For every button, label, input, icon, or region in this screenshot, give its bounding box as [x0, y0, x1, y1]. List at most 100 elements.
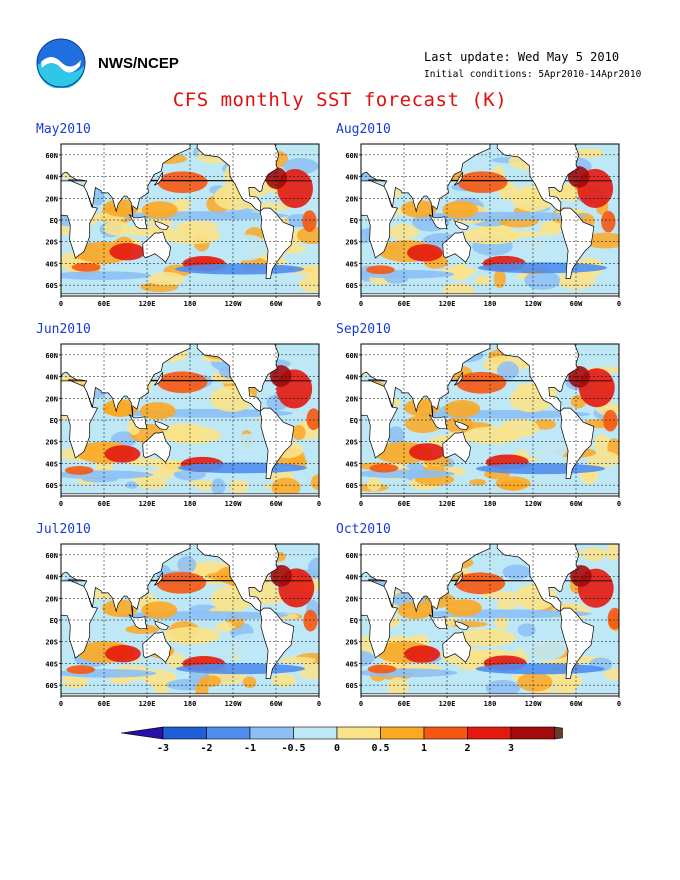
- colorbar-arrow-min: [120, 726, 164, 740]
- lon-tick-label: 60E: [398, 700, 411, 708]
- colorbar-tick-label: -3: [157, 743, 169, 754]
- colorbar-segment: [206, 726, 251, 740]
- anomaly-patch: [61, 271, 152, 280]
- lat-tick-label: 40S: [345, 260, 358, 268]
- panel-month-label: May2010: [36, 122, 91, 137]
- anomaly-patch: [141, 201, 178, 219]
- landmass: [428, 214, 448, 230]
- landmass: [559, 407, 595, 479]
- last-update-text: Last update: Wed May 5 2010: [424, 50, 620, 64]
- lon-tick-label: 0: [617, 300, 621, 308]
- lon-tick-label: 180: [184, 300, 197, 308]
- anomaly-patch: [387, 426, 405, 445]
- anomaly-patch: [522, 235, 566, 262]
- anomaly-patch: [199, 675, 222, 687]
- anomaly-patch: [573, 148, 604, 158]
- lon-tick-label: 120E: [139, 300, 156, 308]
- anomaly-patch: [155, 571, 207, 594]
- lon-tick-label: 0: [359, 500, 363, 508]
- lat-tick-label: 40N: [45, 574, 58, 582]
- sst-anomaly-map: 60N 40N 20N EQ 20S 40S 60S 0 60E 120E 180 120W 60W 0: [45, 543, 321, 708]
- lat-tick-label: 20S: [45, 239, 58, 247]
- panel-month-label: Jul2010: [36, 522, 91, 537]
- agency-name: NWS/NCEP: [98, 55, 179, 72]
- lat-tick-label: 20N: [45, 395, 58, 403]
- lat-tick-label: 20N: [345, 595, 358, 603]
- lat-tick-label: 60N: [345, 552, 358, 560]
- lon-tick-label: 0: [617, 500, 621, 508]
- anomaly-patch: [493, 269, 506, 289]
- anomaly-patch: [442, 283, 475, 296]
- lat-tick-label: 40N: [345, 174, 358, 182]
- lon-tick-label: 180: [484, 500, 497, 508]
- anomaly-patch: [226, 433, 270, 460]
- lat-tick-label: 20S: [345, 639, 358, 647]
- lon-tick-label: 0: [317, 700, 321, 708]
- colorbar-legend: -3 -2 -1 -0.5 0 0.5 1 2 3: [120, 726, 563, 754]
- lon-tick-label: 60W: [570, 500, 583, 508]
- lat-tick-label: 60N: [45, 552, 58, 560]
- anomaly-patch: [296, 226, 319, 245]
- lon-tick-label: 60E: [398, 500, 411, 508]
- lat-tick-label: 40N: [345, 374, 358, 382]
- anomaly-patch: [517, 672, 553, 692]
- anomaly-patch: [462, 226, 521, 245]
- anomaly-patch: [570, 565, 592, 587]
- colorbar-arrow-max: [554, 726, 563, 740]
- landmass: [361, 544, 491, 618]
- lon-tick-label: 0: [59, 300, 63, 308]
- colorbar-segment: [293, 726, 338, 740]
- landmass: [453, 372, 464, 386]
- landmass: [259, 607, 295, 679]
- anomaly-patch: [568, 365, 590, 388]
- anomaly-patch: [401, 200, 437, 218]
- lat-tick-label: 40N: [345, 574, 358, 582]
- map-panel-3: Jun2010 60N 40N 20N EQ 20S 40S 60S 0 60E 120E 180 1…: [36, 322, 336, 508]
- landmass: [196, 544, 280, 612]
- lat-tick-label: 20S: [345, 439, 358, 447]
- anomaly-patch: [593, 434, 610, 453]
- colorbar-segment: [249, 726, 294, 740]
- anomaly-patch: [397, 601, 434, 620]
- anomaly-patch: [136, 478, 168, 490]
- anomaly-patch: [475, 663, 605, 675]
- anomaly-patch: [102, 399, 139, 417]
- map-panel-1: May2010 60N 40N 20N EQ 20S 40S 60S 0 60E 120E 180 1…: [36, 122, 336, 308]
- anomaly-patch: [270, 365, 292, 387]
- landmass: [153, 372, 164, 386]
- lon-tick-label: 180: [184, 500, 197, 508]
- lat-tick-label: 60S: [345, 282, 358, 290]
- anomaly-patch: [211, 478, 226, 495]
- lat-tick-label: 60S: [345, 682, 358, 690]
- lat-tick-label: 60N: [45, 352, 58, 360]
- lon-tick-label: 180: [184, 700, 197, 708]
- anomaly-patch: [292, 425, 306, 441]
- sst-anomaly-map: 60N 40N 20N EQ 20S 40S 60S 0 60E 120E 180 120W 60W 0: [45, 143, 321, 308]
- landmass: [454, 620, 470, 631]
- anomaly-patch: [103, 220, 129, 236]
- landmass: [196, 344, 280, 412]
- colorbar-tick-label: 1: [421, 743, 427, 754]
- map-panel-4: Sep2010 60N 40N 20N EQ 20S 40S 60S 0 60E 120E 180 1…: [336, 322, 636, 508]
- lat-tick-label: 60N: [45, 152, 58, 160]
- panel-month-label: Sep2010: [336, 322, 391, 337]
- anomaly-patch: [102, 599, 139, 618]
- landmass: [153, 172, 164, 186]
- lon-tick-label: 0: [359, 700, 363, 708]
- anomaly-patch: [271, 673, 297, 688]
- anomaly-patch: [603, 409, 618, 432]
- anomaly-patch: [369, 463, 399, 473]
- anomaly-patch: [601, 210, 616, 233]
- anomaly-patch: [306, 408, 319, 431]
- anomaly-patch: [308, 557, 319, 577]
- anomaly-patch: [469, 479, 487, 486]
- anomaly-patch: [280, 656, 316, 664]
- lat-tick-label: 40S: [345, 460, 358, 468]
- anomaly-patch: [215, 621, 235, 632]
- lat-tick-label: 20S: [45, 439, 58, 447]
- anomaly-patch: [188, 479, 214, 487]
- sst-anomaly-map: 60N 40N 20N EQ 20S 40S 60S 0 60E 120E 180 120W 60W 0: [345, 143, 621, 308]
- anomaly-patch: [485, 679, 520, 696]
- colorbar-segment: [162, 726, 207, 740]
- anomaly-patch: [458, 629, 516, 647]
